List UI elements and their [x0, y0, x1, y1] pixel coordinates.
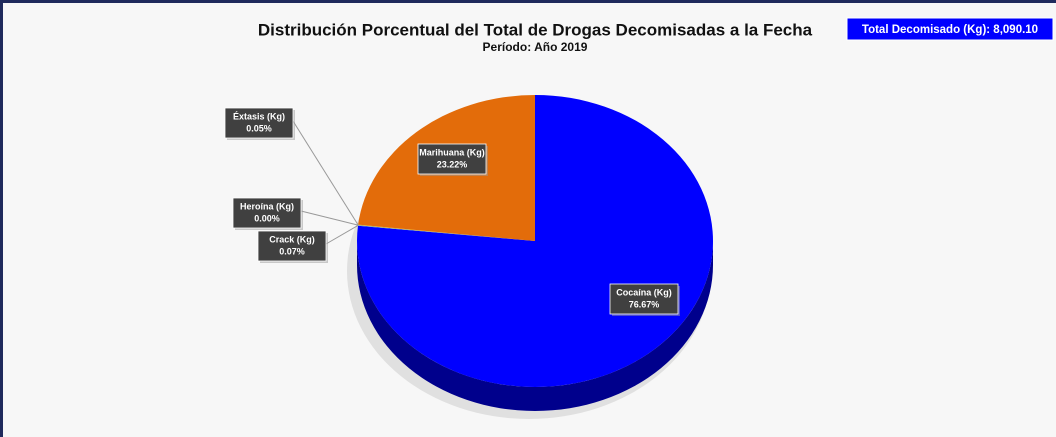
data-label-category: Heroína (Kg): [240, 201, 294, 211]
chart-title: Distribución Porcentual del Total de Dro…: [258, 20, 813, 39]
pie-slice: [357, 225, 535, 241]
data-label-box: [224, 107, 294, 139]
data-label-category: Cocaína (Kg): [616, 287, 672, 297]
data-label-value: 23.22%: [437, 159, 468, 169]
data-label-value: 76.67%: [629, 299, 660, 309]
data-label-box: [257, 230, 327, 262]
data-label-category: Éxtasis (Kg): [233, 111, 285, 121]
leader-line: [325, 225, 359, 245]
data-label-box: [609, 283, 679, 315]
chart-subtitle: Período: Año 2019: [483, 40, 588, 54]
pie-side: [357, 241, 713, 411]
leader-line: [292, 120, 359, 226]
data-label-value: 0.07%: [279, 246, 305, 256]
chart: Distribución Porcentual del Total de Dro…: [224, 17, 1054, 419]
data-label-value: 0.00%: [254, 213, 280, 223]
data-label-value: 0.05%: [246, 123, 272, 133]
total-badge-text: Total Decomisado (Kg): 8,090.10: [862, 24, 1038, 36]
data-label-category: Crack (Kg): [269, 234, 315, 244]
data-label-category: Marihuana (Kg): [419, 147, 485, 157]
data-label-box: [232, 197, 302, 229]
total-badge: [846, 17, 1054, 41]
data-label-box: [417, 143, 487, 175]
pie-slice: [358, 224, 535, 241]
leader-line: [300, 210, 359, 226]
